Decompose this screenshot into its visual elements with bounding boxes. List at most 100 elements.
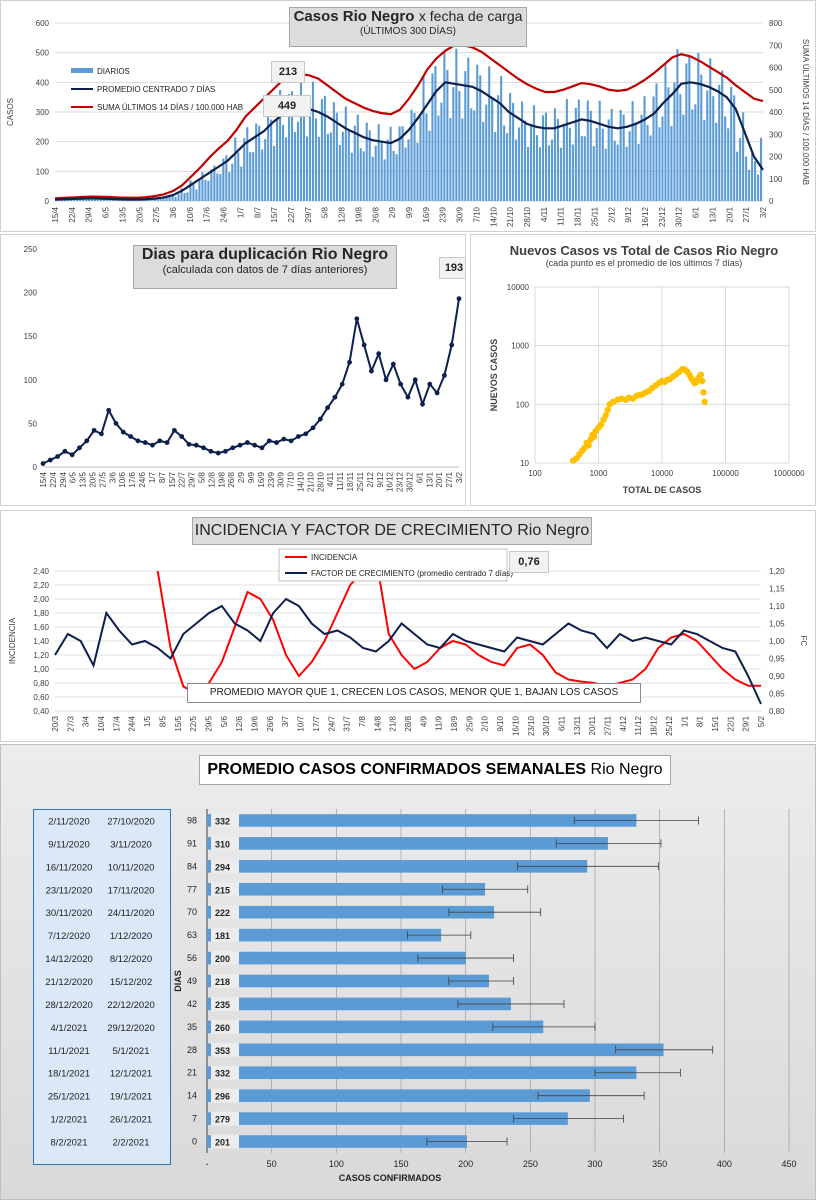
x-tick-label: 9/12 (376, 471, 385, 487)
x-tick-label: 7/8 (358, 715, 367, 727)
x-tick-label: 9/9 (247, 471, 256, 483)
daily-bar (532, 105, 536, 201)
data-point (325, 405, 331, 411)
y2-tick-label: 700 (769, 41, 783, 50)
x-tick-label: 22/7 (287, 206, 296, 222)
y-tick-label: 0,60 (33, 693, 49, 702)
daily-bar (736, 151, 739, 201)
x-tick-label: 30/9 (456, 206, 465, 222)
x-tick-label: 20/3 (51, 715, 60, 731)
x-tick-label: 28/10 (316, 471, 325, 492)
daily-bar (562, 125, 565, 201)
data-point (157, 438, 163, 444)
x-tick-label: 30/9 (277, 471, 286, 487)
bar-value-label: 279 (215, 1115, 230, 1125)
daily-bar (273, 145, 276, 201)
daily-bar (556, 118, 559, 201)
bar-value-label: 235 (215, 1000, 230, 1010)
data-point (259, 445, 265, 451)
x-tick-label: 250 (523, 1159, 538, 1169)
x-tick-label: 1/1 (680, 715, 689, 727)
daily-bar (359, 148, 362, 201)
daily-bar (757, 174, 760, 201)
legend-box (278, 548, 508, 582)
data-point (69, 452, 75, 458)
bar (207, 1089, 590, 1102)
bar-value-label: 332 (215, 1069, 230, 1079)
daily-bar (240, 166, 243, 201)
x-tick-label: 14/10 (489, 206, 498, 227)
bar (207, 905, 495, 919)
x-tick-label: 20/11 (588, 715, 597, 735)
daily-bar (592, 145, 595, 201)
daily-bar (652, 96, 655, 201)
bar-label-bg (211, 882, 239, 897)
note-box: PROMEDIO MAYOR QUE 1, CRECEN LOS CASOS, … (187, 683, 641, 703)
x-tick-label: 29/7 (304, 206, 313, 222)
x-tick-label: 9/9 (405, 206, 414, 218)
y2-axis-label: SUMA ÚLTIMOS 14 DÍAS / 100.000 HAB (801, 39, 810, 185)
daily-bar (559, 147, 562, 201)
y-tick-label: 2,40 (33, 567, 49, 576)
date-b: 22/12/2020 (107, 1000, 155, 1011)
bar (207, 1112, 568, 1125)
x-tick-label: 19/8 (354, 206, 363, 222)
bar-label-bg (211, 996, 239, 1011)
x-tick-label: 2/9 (237, 471, 246, 483)
daily-bar (664, 64, 667, 201)
x-tick-label: 11/11 (336, 471, 345, 490)
daily-bar (691, 109, 694, 201)
data-point (604, 406, 611, 414)
bar-label-bg (211, 1065, 239, 1080)
x-tick-label: 1/5 (143, 715, 152, 727)
daily-bar (515, 139, 518, 201)
daily-bar (347, 130, 350, 201)
daily-bar (413, 112, 416, 201)
daily-bar (192, 183, 195, 201)
daily-bar (416, 142, 419, 201)
daily-bar (386, 139, 389, 201)
bar (207, 974, 489, 988)
x-tick-label: 13/11 (573, 715, 582, 735)
daily-bar (291, 91, 294, 201)
daily-bar (655, 83, 658, 201)
x-tick-label: 26/8 (371, 206, 380, 222)
x-tick-label: 1/7 (236, 206, 245, 218)
y-tick-label: 200 (24, 289, 38, 298)
daily-bar (697, 52, 700, 201)
data-point (288, 438, 294, 444)
date-a: 2/11/2020 (48, 816, 90, 827)
x-tick-label: 3/6 (169, 206, 178, 218)
y2-tick-label: 800 (769, 19, 783, 28)
x-tick-label: 13/1 (425, 471, 434, 487)
value-sum14-box: 449 (263, 95, 311, 117)
title-suffix: Rio Negro (517, 522, 590, 539)
date-a: 25/1/2021 (48, 1092, 90, 1103)
daily-bar (613, 140, 616, 201)
daily-bar (210, 169, 213, 201)
date-b: 12/1/2021 (110, 1069, 152, 1080)
x-tick-label: 15/4 (39, 471, 48, 487)
x-tick-label: 22/7 (178, 471, 187, 487)
daily-bar (715, 122, 718, 201)
daily-bar (470, 108, 473, 201)
daily-bar (619, 110, 622, 201)
x-tick-label: 100 (528, 469, 542, 478)
date-a: 8/2/2021 (51, 1138, 88, 1149)
daily-bar (437, 115, 440, 201)
y-tick-label: 1,20 (33, 651, 49, 660)
daily-bar (661, 116, 664, 201)
x-tick-label: 2/10 (481, 715, 490, 731)
date-b: 8/12/2020 (110, 954, 152, 965)
daily-bar (574, 107, 577, 201)
bar-label-bg (211, 905, 239, 920)
x-tick-label: 31/7 (343, 715, 352, 731)
data-point (310, 425, 316, 431)
x-tick-label: 20/1 (435, 471, 444, 487)
x-tick-label: 6/5 (69, 471, 78, 483)
daily-bar (541, 115, 545, 201)
data-point (150, 442, 155, 448)
data-point (434, 390, 440, 396)
y-tick-label: 1000 (511, 342, 529, 351)
data-point (77, 445, 82, 451)
